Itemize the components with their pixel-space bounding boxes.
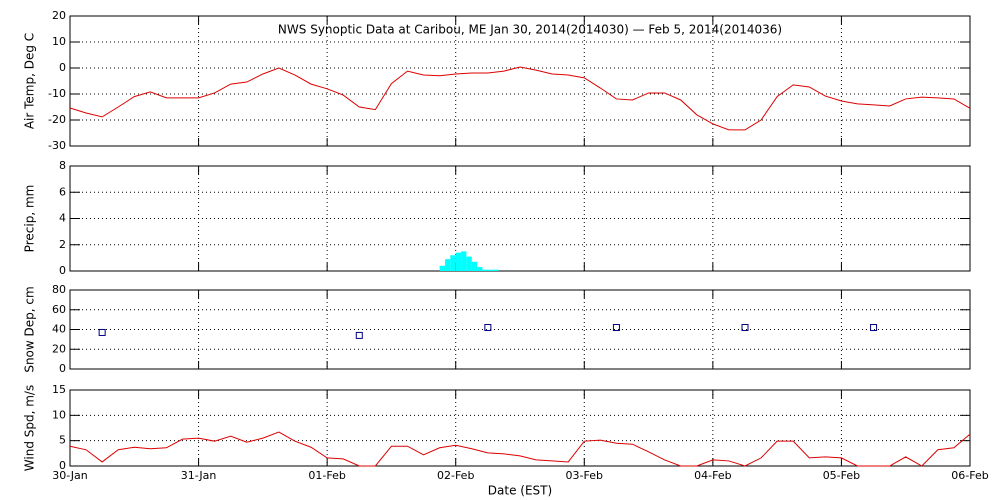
y-tick-label: 60 xyxy=(52,303,66,316)
bar xyxy=(445,259,451,271)
y-tick-label: 0 xyxy=(59,459,66,472)
bar xyxy=(461,251,467,271)
bar xyxy=(455,252,462,271)
bar xyxy=(482,269,488,271)
x-tick-label: 03-Feb xyxy=(566,469,603,482)
y-axis-label: Snow Dep, cm xyxy=(23,286,37,372)
y-tick-label: 6 xyxy=(59,185,66,198)
bar xyxy=(471,261,478,271)
y-tick-label: 2 xyxy=(59,238,66,251)
point xyxy=(98,328,106,336)
y-tick-label: 4 xyxy=(59,212,66,225)
x-tick-label: 06-Feb xyxy=(951,469,988,482)
bar xyxy=(439,265,446,271)
plot-frame xyxy=(69,389,971,467)
line xyxy=(69,66,971,131)
y-tick-label: 15 xyxy=(52,383,66,396)
line xyxy=(69,431,971,467)
bar xyxy=(493,269,499,271)
point xyxy=(484,324,492,332)
plot-frame xyxy=(69,165,971,272)
x-tick-label: 31-Jan xyxy=(181,469,217,482)
y-tick-label: 0 xyxy=(59,362,66,375)
point xyxy=(355,331,363,339)
x-tick-label: 05-Feb xyxy=(823,469,860,482)
bar xyxy=(487,269,494,271)
y-axis-label: Air Temp, Deg C xyxy=(23,33,37,129)
point xyxy=(741,324,749,332)
y-tick-label: 80 xyxy=(52,283,66,296)
y-tick-label: 10 xyxy=(52,35,66,48)
chart-title: NWS Synoptic Data at Caribou, ME Jan 30,… xyxy=(278,23,782,37)
y-tick-label: 10 xyxy=(52,408,66,421)
point xyxy=(870,324,878,332)
x-tick-label: 02-Feb xyxy=(437,469,474,482)
bar xyxy=(477,267,483,271)
x-tick-label: 04-Feb xyxy=(694,469,731,482)
x-tick-label: 01-Feb xyxy=(308,469,345,482)
y-axis-label: Wind Spd, m/s xyxy=(23,385,37,471)
y-axis-label: Precip, mm xyxy=(23,185,37,253)
y-tick-label: -10 xyxy=(48,87,66,100)
y-tick-label: 0 xyxy=(59,264,66,277)
bar xyxy=(466,256,472,271)
plot-frame xyxy=(69,289,971,370)
y-tick-label: -30 xyxy=(48,139,66,152)
y-tick-label: 20 xyxy=(52,342,66,355)
y-tick-label: -20 xyxy=(48,113,66,126)
y-tick-label: 8 xyxy=(59,159,66,172)
y-tick-label: 0 xyxy=(59,61,66,74)
x-axis-label: Date (EST) xyxy=(488,484,552,498)
plot-frame xyxy=(69,15,971,147)
y-tick-label: 40 xyxy=(52,323,66,336)
x-tick-label: 30-Jan xyxy=(52,469,88,482)
bar xyxy=(450,255,456,271)
point xyxy=(612,324,620,332)
y-tick-label: 20 xyxy=(52,9,66,22)
y-tick-label: 5 xyxy=(59,434,66,447)
